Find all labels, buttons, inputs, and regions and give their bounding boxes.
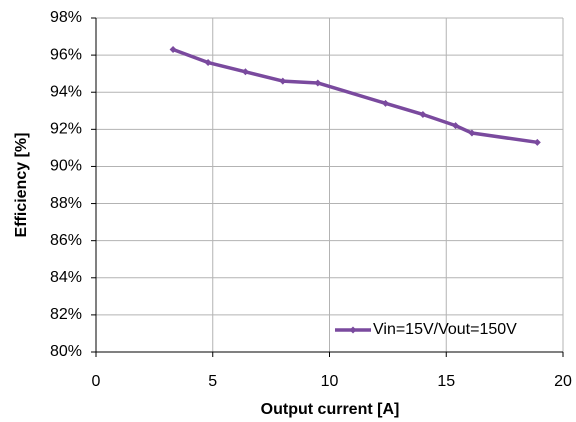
y-tick-label: 82% — [50, 306, 82, 323]
point-marker — [314, 79, 322, 87]
y-tick-label: 96% — [50, 46, 82, 63]
y-tick-label: 92% — [50, 121, 82, 138]
legend-label: Vin=15V/Vout=150V — [373, 321, 517, 338]
point-marker — [204, 59, 212, 67]
point-marker — [468, 129, 476, 137]
point-marker — [169, 46, 177, 54]
y-tick-label: 98% — [50, 9, 82, 26]
x-axis-label: Output current [A] — [261, 401, 400, 418]
point-marker — [419, 110, 427, 118]
y-axis-label: Efficiency [%] — [13, 133, 30, 238]
y-tick-label: 88% — [50, 195, 82, 212]
y-tick-label: 86% — [50, 232, 82, 249]
point-marker — [452, 122, 460, 130]
x-tick-label: 0 — [92, 373, 101, 390]
series-line — [172, 47, 538, 145]
x-tick-label: 15 — [437, 373, 455, 390]
y-tick-label: 80% — [50, 343, 82, 360]
point-marker — [533, 138, 541, 146]
legend-marker — [349, 326, 357, 334]
y-tick-label: 84% — [50, 269, 82, 286]
x-tick-label: 20 — [554, 373, 572, 390]
point-marker — [241, 68, 249, 76]
y-tick-label: 94% — [50, 83, 82, 100]
point-marker — [279, 77, 287, 85]
x-tick-label: 10 — [321, 373, 339, 390]
y-tick-label: 90% — [50, 158, 82, 175]
point-marker — [382, 99, 390, 107]
x-tick-label: 5 — [208, 373, 217, 390]
